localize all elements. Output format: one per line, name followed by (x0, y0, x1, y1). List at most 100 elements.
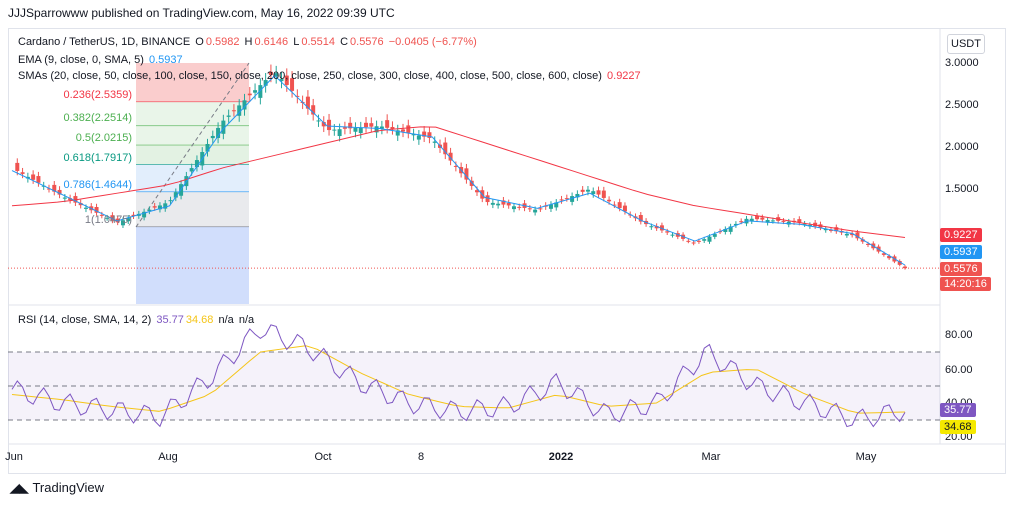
candle-body (268, 71, 273, 75)
candle-body (844, 233, 849, 236)
rsi-ma-line (11, 345, 906, 414)
candle-body (147, 209, 152, 212)
legend-sma-label: SMAs (20, close, 50, close, 100, close, … (18, 70, 602, 82)
candle-body (897, 261, 902, 265)
legend-low-label: L (293, 36, 300, 48)
candle-body (575, 193, 580, 198)
fib-zone (136, 125, 249, 146)
time-tick-oct: Oct (314, 451, 332, 463)
candle-body (194, 160, 199, 168)
ema-line (11, 74, 906, 266)
candle-body (691, 242, 696, 244)
candle-body (416, 135, 421, 140)
candle-body (364, 122, 369, 128)
candle-body (189, 168, 194, 172)
candle-body (527, 208, 532, 210)
candle-body (221, 120, 226, 134)
candle-body (247, 93, 252, 96)
candle-body (591, 191, 596, 195)
legend-close-label: C (340, 36, 349, 48)
tradingview-icon: ◢◣ (10, 480, 29, 495)
candle-body (612, 204, 617, 206)
candle-body (728, 226, 733, 232)
candle-body (723, 228, 728, 232)
rsi-value-tag: 35.77 (940, 403, 976, 417)
candle-body (258, 85, 263, 98)
candle-body (823, 228, 828, 231)
candle-body (659, 225, 664, 231)
rsi-ma-tag: 34.68 (940, 420, 976, 434)
legend-rsi-na2: n/a (238, 314, 255, 326)
candle-body (422, 131, 427, 137)
candle-body (607, 199, 612, 202)
candle-body (686, 240, 691, 242)
candle-body (443, 142, 448, 155)
candle-body (237, 105, 242, 116)
candle-body (284, 75, 289, 85)
fib-label-0618: 0.618(1.7917) (63, 152, 133, 164)
candle-body (131, 214, 136, 217)
candle-body (374, 126, 379, 133)
candle-body (496, 203, 501, 206)
candle-body (358, 127, 363, 134)
legend-sma: SMAs (20, close, 50, close, 100, close, … (18, 70, 643, 82)
time-tick-8: 8 (417, 451, 425, 463)
sma-line (11, 126, 906, 238)
candle-body (696, 240, 701, 242)
candle-body (406, 125, 411, 133)
candle-body (770, 220, 775, 222)
candle-body (321, 122, 326, 127)
candle-body (142, 211, 147, 218)
candle-body (348, 122, 353, 129)
candle-body (337, 129, 342, 137)
price-tick-2: 2.0000 (945, 141, 979, 153)
candle-body (554, 202, 559, 208)
brand-logo[interactable]: ◢◣ TradingView (10, 480, 104, 495)
candle-body (585, 189, 590, 192)
legend-rsi-ma-value: 34.68 (185, 314, 214, 326)
close-price-tag: 0.5576 (940, 262, 982, 276)
candle-body (46, 188, 51, 190)
candle-body (395, 130, 400, 136)
countdown-tag: 14:20:16 (940, 277, 991, 291)
publish-header: JJJSparrowww published on TradingView.co… (8, 6, 395, 20)
candle-body (279, 79, 284, 82)
candle-body (210, 135, 215, 139)
candle-body (73, 196, 78, 203)
chart-frame (8, 28, 1006, 474)
price-tick-3: 3.0000 (945, 57, 979, 69)
candle-body (860, 239, 865, 242)
legend-ema-value: 0.5937 (149, 54, 183, 66)
candle-body (649, 226, 654, 228)
candle-body (105, 217, 110, 219)
legend-rsi-value: 35.77 (156, 314, 184, 326)
candle-body (311, 105, 316, 115)
candle-body (448, 152, 453, 161)
candle-body (168, 200, 173, 202)
candle-body (353, 127, 358, 132)
candle-body (501, 200, 506, 205)
candle-body (559, 199, 564, 201)
time-tick-2022: 2022 (548, 451, 574, 463)
candle-body (887, 255, 892, 259)
candle-body (31, 174, 36, 180)
candle-body (83, 207, 88, 209)
candle-body (205, 143, 210, 152)
candle-body (110, 215, 115, 221)
rsi-tick-20: 20.00 (945, 431, 973, 443)
legend-open-label: O (195, 36, 204, 48)
candle-body (99, 214, 104, 216)
candle-body (57, 189, 62, 195)
currency-button[interactable]: USDT (947, 34, 985, 54)
candle-body (601, 190, 606, 198)
candle-body (739, 221, 744, 223)
rsi-tick-60: 60.00 (945, 364, 973, 376)
fib-label-0786: 0.786(1.4644) (63, 179, 133, 191)
candle-body (332, 129, 337, 131)
candle-body (797, 219, 802, 223)
fib-trend-line (135, 62, 250, 228)
candle-body (485, 195, 490, 203)
price-tick-15: 1.5000 (945, 183, 979, 195)
fib-label-1: 1(1.0475) (84, 214, 132, 226)
